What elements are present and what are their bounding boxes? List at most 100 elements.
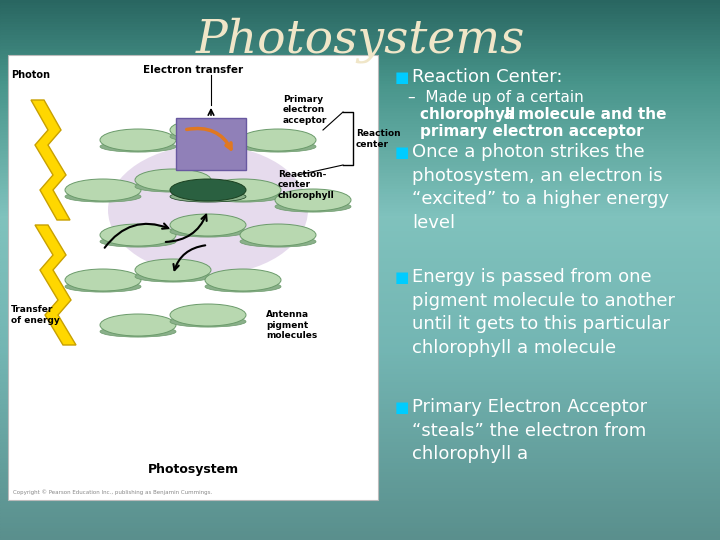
Bar [0, 78, 720, 81]
Ellipse shape [135, 271, 211, 282]
Ellipse shape [240, 129, 316, 151]
Bar [0, 302, 720, 305]
Bar [0, 359, 720, 362]
Text: Primary Electron Acceptor
“steals” the electron from
chlorophyll a: Primary Electron Acceptor “steals” the e… [412, 398, 647, 463]
Bar [0, 356, 720, 359]
Bar [0, 456, 720, 459]
Bar [0, 68, 720, 70]
Ellipse shape [275, 201, 351, 212]
Text: chlorophyll: chlorophyll [420, 107, 521, 122]
Text: Electron transfer: Electron transfer [143, 65, 243, 75]
Bar [0, 138, 720, 140]
Bar [0, 143, 720, 146]
Bar [0, 65, 720, 68]
Bar [0, 408, 720, 410]
Bar [0, 181, 720, 184]
Bar [0, 243, 720, 246]
Bar [0, 224, 720, 227]
Bar [0, 448, 720, 451]
Ellipse shape [135, 181, 211, 192]
Bar [0, 316, 720, 319]
Bar [0, 265, 720, 267]
Bar [0, 475, 720, 478]
Bar [0, 267, 720, 270]
Text: ■: ■ [395, 70, 410, 85]
Bar [0, 470, 720, 472]
Bar [0, 451, 720, 454]
Bar [0, 427, 720, 429]
Bar [0, 51, 720, 54]
Bar [0, 40, 720, 43]
Ellipse shape [100, 141, 176, 152]
Bar [0, 46, 720, 49]
Bar [0, 22, 720, 24]
Bar [0, 348, 720, 351]
Bar [0, 518, 720, 521]
Bar [0, 70, 720, 73]
Bar [0, 440, 720, 443]
Bar [0, 491, 720, 494]
Bar [0, 362, 720, 364]
Ellipse shape [170, 214, 246, 236]
Bar [0, 386, 720, 389]
Bar [0, 8, 720, 11]
Bar [0, 194, 720, 197]
Bar [0, 526, 720, 529]
Bar [0, 346, 720, 348]
Bar [0, 378, 720, 381]
Bar [0, 202, 720, 205]
Bar [0, 300, 720, 302]
Bar [0, 392, 720, 394]
Bar [0, 278, 720, 281]
Bar [0, 432, 720, 435]
Bar [0, 338, 720, 340]
Bar [0, 100, 720, 103]
Bar [0, 270, 720, 273]
Bar [0, 332, 720, 335]
Ellipse shape [170, 191, 246, 202]
Bar [0, 256, 720, 259]
Bar [0, 262, 720, 265]
Bar [0, 351, 720, 354]
Ellipse shape [100, 129, 176, 151]
Bar [0, 327, 720, 329]
Bar [0, 335, 720, 338]
Bar [0, 321, 720, 324]
Bar [0, 308, 720, 310]
Bar [0, 373, 720, 375]
Bar [0, 97, 720, 100]
Text: Copyright © Pearson Education Inc., publishing as Benjamin Cummings.: Copyright © Pearson Education Inc., publ… [13, 489, 212, 495]
Bar [0, 86, 720, 89]
Bar [0, 435, 720, 437]
Bar [0, 367, 720, 370]
Text: Photosystems: Photosystems [195, 17, 525, 63]
Bar [0, 275, 720, 278]
Bar [0, 124, 720, 127]
Ellipse shape [240, 141, 316, 152]
Bar [0, 521, 720, 524]
Ellipse shape [275, 189, 351, 211]
Bar [0, 59, 720, 62]
Bar [0, 116, 720, 119]
Text: Energy is passed from one
pigment molecule to another
until it gets to this part: Energy is passed from one pigment molecu… [412, 268, 675, 357]
Bar [0, 246, 720, 248]
Ellipse shape [205, 269, 281, 291]
Bar [0, 11, 720, 14]
Bar [0, 216, 720, 219]
Bar [0, 284, 720, 286]
Ellipse shape [170, 304, 246, 326]
Bar [0, 394, 720, 397]
Bar [0, 5, 720, 8]
Bar [0, 343, 720, 346]
Text: molecule and the: molecule and the [513, 107, 667, 122]
Ellipse shape [100, 236, 176, 247]
Bar [0, 524, 720, 526]
Ellipse shape [100, 314, 176, 336]
Bar [0, 508, 720, 510]
Bar [0, 443, 720, 445]
Text: ■: ■ [395, 400, 410, 415]
Bar [0, 49, 720, 51]
Bar [0, 259, 720, 262]
Bar [0, 14, 720, 16]
Ellipse shape [100, 224, 176, 246]
